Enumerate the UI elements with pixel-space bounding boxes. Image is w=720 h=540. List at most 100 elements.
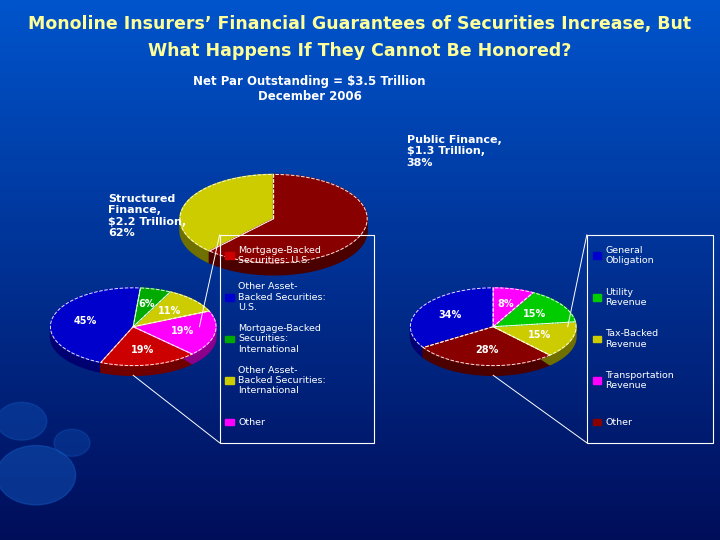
Bar [0,0,720,4]
Bar [0,324,720,328]
Bar [0,468,720,472]
Bar [0,392,720,396]
Bar [225,377,234,384]
Circle shape [0,402,47,440]
Bar [0,504,720,509]
Bar [0,320,720,324]
Bar [0,225,720,229]
Bar [0,68,720,72]
Bar [0,54,720,58]
Text: Public Finance,
$1.3 Trillion,
38%: Public Finance, $1.3 Trillion, 38% [407,134,502,168]
Polygon shape [423,327,493,357]
Bar [0,364,720,369]
Polygon shape [192,327,216,364]
Bar [0,144,720,148]
Bar [0,374,720,378]
Bar [0,63,720,68]
Polygon shape [493,293,575,327]
Bar [0,338,720,342]
Bar [0,409,720,414]
Polygon shape [50,288,140,362]
Polygon shape [133,327,192,364]
Polygon shape [133,288,170,327]
Bar [0,355,720,360]
Bar [0,432,720,436]
Bar [0,158,720,162]
Text: 15%: 15% [523,308,546,319]
Bar [0,90,720,94]
Bar [0,9,720,14]
Bar [0,328,720,333]
Bar [225,294,234,300]
Bar [0,171,720,176]
Bar [0,288,720,293]
Bar [0,176,720,180]
Bar [587,235,713,443]
Polygon shape [50,327,101,372]
Bar [0,243,720,247]
Bar [0,405,720,409]
Bar [0,301,720,306]
Text: Transportation
Revenue: Transportation Revenue [606,371,674,390]
Bar [593,377,601,384]
Text: 11%: 11% [158,306,181,315]
Polygon shape [210,219,274,263]
Bar [0,495,720,500]
Bar [593,419,601,426]
Polygon shape [423,348,550,375]
Text: 34%: 34% [438,310,462,320]
Text: What Happens If They Cannot Be Honored?: What Happens If They Cannot Be Honored? [148,42,572,60]
Bar [0,472,720,477]
Bar [0,418,720,423]
Bar [0,180,720,185]
Bar [0,252,720,256]
Bar [0,18,720,23]
Bar [593,252,601,259]
Circle shape [0,446,76,505]
Text: Mortgage-Backed
Securities: U.S.: Mortgage-Backed Securities: U.S. [238,246,321,265]
Bar [0,526,720,531]
Bar [0,369,720,374]
Bar [0,139,720,144]
Polygon shape [210,219,274,263]
Bar [0,477,720,482]
Text: Structured
Finance,
$2.2 Trillion,
62%: Structured Finance, $2.2 Trillion, 62% [108,194,186,238]
Bar [0,230,720,234]
Polygon shape [493,288,533,327]
Polygon shape [133,327,192,364]
Text: 45%: 45% [73,316,96,326]
Text: 19%: 19% [171,326,194,336]
Bar [0,270,720,274]
Bar [0,522,720,526]
Polygon shape [410,288,493,348]
Bar [225,252,234,259]
Bar [0,14,720,18]
Bar [0,162,720,166]
Bar [0,45,720,50]
Bar [0,490,720,495]
Bar [0,382,720,387]
Bar [0,517,720,522]
Polygon shape [101,327,133,372]
Bar [0,234,720,239]
Polygon shape [180,219,210,263]
Bar [0,347,720,351]
Bar [0,202,720,207]
Bar [0,387,720,392]
Bar [0,117,720,122]
Bar [0,509,720,513]
Bar [0,131,720,135]
Text: Monoline Insurers’ Financial Guarantees of Securities Increase, But: Monoline Insurers’ Financial Guarantees … [28,15,692,33]
Bar [593,335,601,342]
Text: 19%: 19% [131,345,155,355]
Bar [0,266,720,270]
Bar [0,482,720,486]
Polygon shape [180,174,274,251]
Bar [0,72,720,77]
Bar [0,104,720,108]
Polygon shape [133,311,216,354]
Bar [0,306,720,310]
Bar [0,279,720,284]
Text: 6%: 6% [138,299,155,309]
Bar [0,414,720,418]
